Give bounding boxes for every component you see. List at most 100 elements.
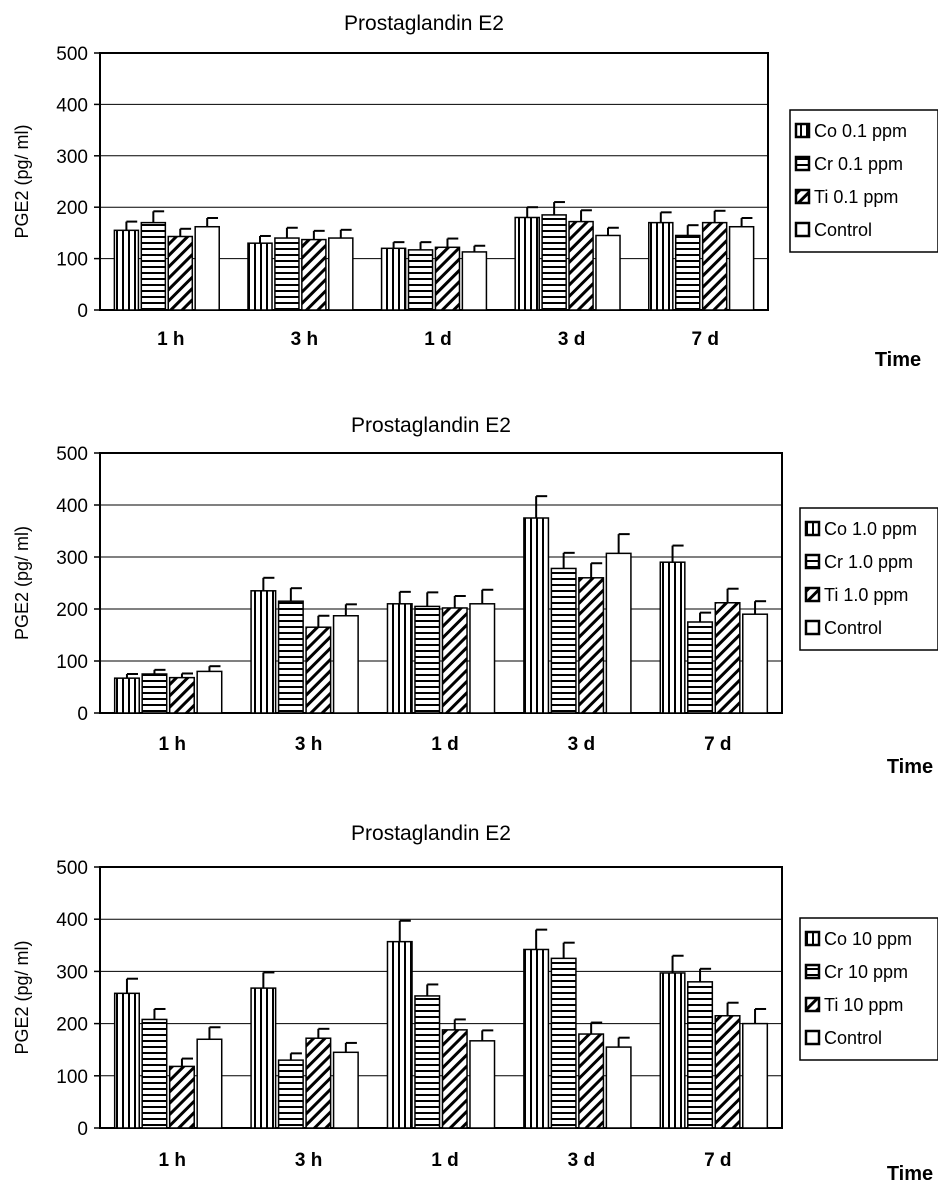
x-tick-label: 3 d <box>558 329 585 350</box>
bar-7d-series-4 <box>742 613 769 714</box>
legend-entry: Ti 10 ppm <box>824 995 903 1015</box>
plot-frame <box>99 866 783 1129</box>
bar-3h-series-3 <box>301 238 327 311</box>
chart-title: Prostaglandin E2 <box>344 12 504 35</box>
y-tick-label: 400 <box>56 95 88 116</box>
y-axis-label: PGE2 (pg/ ml) <box>12 526 32 640</box>
bar-3h-series-2 <box>277 600 304 714</box>
bar-1h-series-3 <box>168 1065 195 1129</box>
y-tick-label: 100 <box>56 250 88 271</box>
bar-3h-series-3 <box>305 1037 332 1129</box>
x-tick-label: 3 h <box>295 1150 322 1171</box>
bar-7d-series-1 <box>659 561 686 714</box>
legend-swatch <box>804 930 821 947</box>
bar-7d-series-3 <box>714 1015 741 1129</box>
legend-swatch <box>804 520 821 537</box>
bar-7d-series-2 <box>687 621 714 714</box>
bar-1d-series-2 <box>407 249 434 311</box>
legend-swatch <box>804 586 821 603</box>
bar-7d-series-4 <box>728 225 755 311</box>
legend-entry: Co 0.1 ppm <box>814 121 907 141</box>
chart-panel-3: Prostaglandin E2 0 100 200 300 400 500 PGE2 (pg… <box>12 822 938 1183</box>
bar-3d-series-4 <box>605 552 632 714</box>
bar-1h-series-2 <box>141 673 168 714</box>
chart-title: Prostaglandin E2 <box>351 822 511 845</box>
bar-1h-series-3 <box>168 676 195 714</box>
y-tick-label: 0 <box>77 1119 88 1140</box>
legend-swatch <box>804 963 821 980</box>
bar-3d-series-3 <box>568 220 594 311</box>
y-tick-label: 500 <box>56 44 88 65</box>
bar-1d-series-1 <box>386 603 413 714</box>
bar-1d-series-2 <box>414 605 441 714</box>
y-tick-label: 500 <box>56 444 88 465</box>
legend-entry: Cr 0.1 ppm <box>814 154 903 174</box>
bar-7d-series-4 <box>742 1022 769 1129</box>
legend-swatch <box>804 1029 821 1046</box>
x-tick-label: 3 d <box>568 1150 595 1171</box>
y-tick-label: 0 <box>77 704 88 725</box>
y-tick-label: 200 <box>56 1015 88 1036</box>
bar-7d-series-1 <box>648 221 674 311</box>
bar-1h-series-1 <box>113 229 140 311</box>
y-tick-label: 200 <box>56 198 88 219</box>
legend-swatch <box>794 188 811 205</box>
legend-box <box>799 917 938 1061</box>
plot-frame <box>99 452 783 714</box>
bar-1d-series-3 <box>441 1029 468 1129</box>
legend-entry: Control <box>824 618 882 638</box>
bar-3d-series-3 <box>578 577 605 714</box>
bar-3h-series-4 <box>328 237 354 311</box>
bar-3d-series-4 <box>605 1046 632 1129</box>
x-tick-label: 1 d <box>424 329 451 350</box>
bar-3d-series-1 <box>523 948 550 1129</box>
y-tick-label: 400 <box>56 496 88 517</box>
bar-1d-series-4 <box>469 603 496 714</box>
x-tick-label: 1 d <box>431 734 458 755</box>
legend-entry: Control <box>814 220 872 240</box>
bar-1d-series-4 <box>461 251 488 311</box>
bar-1h-series-2 <box>141 1018 168 1129</box>
bar-1d-series-1 <box>386 940 413 1129</box>
x-tick-label: 3 h <box>295 734 322 755</box>
x-tick-label: 7 d <box>691 329 718 350</box>
x-axis-label: Time <box>887 1163 933 1183</box>
legend-swatch <box>794 155 811 172</box>
chart-panel-1: Prostaglandin E2 0 100 200 300 400 500 PGE2 (pg… <box>12 12 938 371</box>
bar-1d-series-1 <box>380 247 407 311</box>
legend-entry: Co 1.0 ppm <box>824 519 917 539</box>
bar-1h-series-4 <box>194 225 220 311</box>
legend-swatch <box>794 122 811 139</box>
y-axis-label: PGE2 (pg/ ml) <box>12 940 32 1054</box>
x-tick-label: 1 h <box>157 329 184 350</box>
chart-panel-2: Prostaglandin E2 0 100 200 300 400 500 PGE2 (pg… <box>12 414 938 778</box>
bar-1h-series-4 <box>196 670 223 714</box>
chart-title: Prostaglandin E2 <box>351 414 511 437</box>
x-axis-label: Time <box>875 349 921 371</box>
bar-3d-series-2 <box>550 567 577 714</box>
legend-entry: Ti 1.0 ppm <box>824 585 908 605</box>
x-tick-label: 1 h <box>158 734 185 755</box>
x-tick-label: 1 h <box>158 1150 185 1171</box>
bar-3h-series-1 <box>250 590 277 714</box>
legend-entry: Ti 0.1 ppm <box>814 187 898 207</box>
bar-1h-series-1 <box>113 677 140 714</box>
bar-3h-series-4 <box>332 1051 359 1129</box>
legend-swatch <box>804 996 821 1013</box>
bar-3d-series-4 <box>595 234 621 311</box>
y-tick-label: 300 <box>56 962 88 983</box>
bar-3d-series-2 <box>541 214 567 311</box>
bar-3d-series-2 <box>550 957 577 1129</box>
bar-1d-series-4 <box>469 1040 496 1129</box>
y-axis-label: PGE2 (pg/ ml) <box>12 124 32 238</box>
legend-entry: Cr 10 ppm <box>824 962 908 982</box>
x-tick-label: 7 d <box>704 1150 731 1171</box>
bar-1d-series-3 <box>434 246 461 311</box>
bar-3d-series-1 <box>514 216 540 311</box>
bar-3h-series-2 <box>274 237 300 311</box>
y-tick-label: 0 <box>77 301 88 322</box>
y-tick-label: 100 <box>56 1067 88 1088</box>
bar-7d-series-2 <box>687 981 714 1129</box>
legend-entry: Control <box>824 1028 882 1048</box>
